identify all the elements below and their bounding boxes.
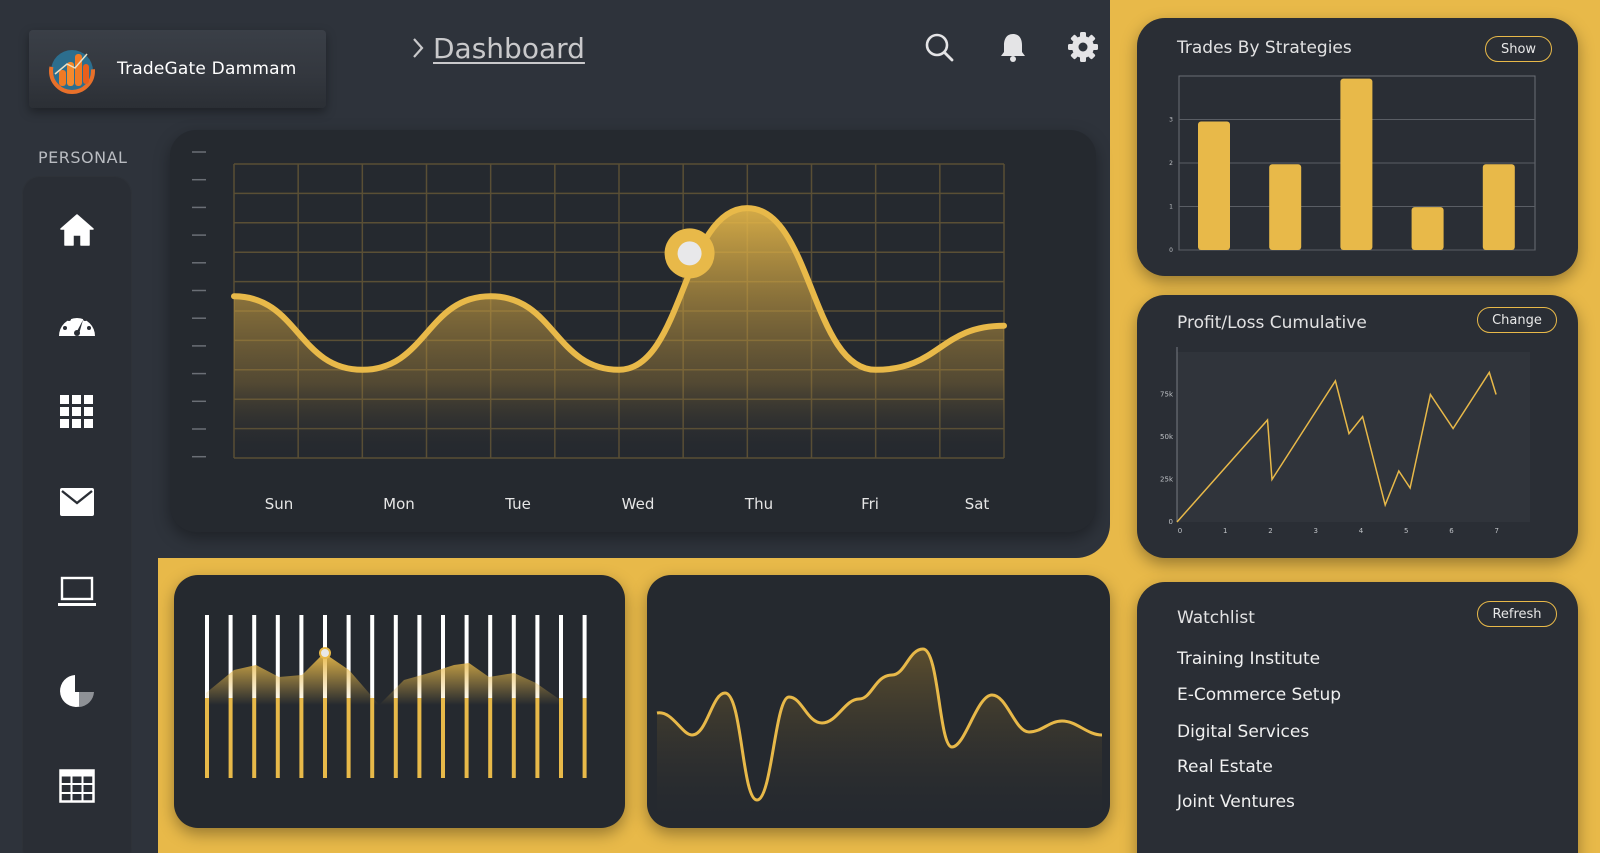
x-tick-label: 3 [1314, 527, 1318, 535]
x-axis-label: Mon [383, 495, 415, 513]
trades-card-title: Trades By Strategies [1177, 38, 1352, 58]
y-tick-label: 3 [1169, 117, 1173, 124]
plot-area [1177, 352, 1530, 522]
x-tick-label: 1 [1223, 527, 1227, 535]
x-tick-label: 5 [1404, 527, 1408, 535]
brand-logo-icon [49, 48, 95, 94]
x-tick-label: 4 [1359, 527, 1364, 535]
watchlist-item[interactable]: Real Estate [1177, 757, 1273, 777]
trend-wave-card [647, 575, 1110, 828]
wave-line [656, 647, 1103, 802]
sidebar-item-reports[interactable] [22, 660, 132, 720]
x-axis-label: Thu [744, 495, 774, 513]
sidebar-item-mail[interactable] [22, 472, 132, 532]
y-axis-ticks [192, 151, 206, 458]
y-tick-label: 25k [1160, 476, 1174, 484]
bar[interactable] [1269, 164, 1302, 250]
volume-profile [206, 653, 559, 705]
refresh-button[interactable]: Refresh [1477, 601, 1557, 627]
weekly-area-chart [192, 151, 1007, 459]
table-icon [59, 769, 95, 803]
x-axis-label: Sat [964, 495, 990, 513]
pnl-series-line [1176, 370, 1497, 523]
bar[interactable] [1198, 121, 1230, 251]
x-axis-label: Sun [264, 495, 294, 513]
x-axis-label: Fri [861, 495, 879, 513]
x-tick-label: 6 [1449, 527, 1454, 535]
trades-bar-chart: 0 1 2 3 [1169, 75, 1536, 254]
search-icon[interactable] [922, 30, 956, 64]
volume-strip-card [174, 575, 625, 828]
y-tick-label: 0 [1169, 247, 1173, 254]
mail-icon [60, 488, 94, 516]
bar[interactable] [1411, 207, 1444, 250]
trades-by-strategies-card: Trades By Strategies Show 0 1 2 3 [1137, 18, 1578, 276]
area-fill [234, 208, 1004, 458]
x-axis-label: Tue [505, 495, 531, 513]
pnl-card-title: Profit/Loss Cumulative [1177, 313, 1367, 333]
highlight-marker[interactable] [664, 228, 715, 279]
pie-chart-icon [60, 675, 94, 707]
brand-header[interactable]: TradeGate Dammam [29, 30, 326, 108]
brand-name: TradeGate Dammam [117, 59, 297, 79]
bell-icon[interactable] [996, 30, 1030, 64]
profit-loss-card: Profit/Loss Cumulative Change 0 1 2 3 4 5 6 7 0 2… [1137, 295, 1578, 558]
series-line [231, 205, 1007, 373]
pnl-line-chart: 0 1 2 3 4 5 6 7 0 25k 50k 75k [1160, 347, 1530, 535]
bar[interactable] [1340, 78, 1373, 250]
marker-dot[interactable] [677, 241, 702, 266]
apps-grid-icon [60, 395, 93, 428]
breadcrumb: Dashboard [411, 28, 585, 68]
wave-area [657, 649, 1102, 815]
trend-wave-chart [656, 647, 1103, 815]
weekly-activity-chart [170, 130, 1096, 532]
speedometer-icon [59, 313, 95, 336]
y-tick-label: 50k [1160, 433, 1174, 441]
watchlist-item[interactable]: Digital Services [1177, 722, 1310, 742]
sidebar-item-home[interactable] [22, 200, 132, 260]
x-axis-label: Wed [621, 495, 655, 513]
y-tick-label: 75k [1160, 391, 1174, 399]
watchlist-item[interactable]: Joint Ventures [1177, 792, 1295, 812]
x-tick-label: 2 [1268, 527, 1272, 535]
section-label-personal: PERSONAL [38, 148, 128, 167]
chevron-right-icon [413, 38, 424, 58]
sidebar-item-devices[interactable] [22, 562, 132, 622]
change-button[interactable]: Change [1477, 307, 1557, 333]
show-button[interactable]: Show [1485, 36, 1552, 62]
page-title[interactable]: Dashboard [433, 31, 585, 65]
bar[interactable] [1482, 164, 1515, 250]
watchlist-title: Watchlist [1177, 608, 1255, 628]
x-tick-label: 0 [1178, 527, 1182, 535]
y-tick-label: 0 [1169, 518, 1173, 526]
sidebar [22, 176, 132, 853]
watchlist-item[interactable]: Training Institute [1177, 649, 1321, 669]
x-tick-label: 7 [1495, 527, 1499, 535]
sidebar-item-apps[interactable] [22, 382, 132, 442]
watchlist-item[interactable]: E-Commerce Setup [1177, 685, 1342, 705]
watchlist-card: Watchlist Refresh Training Institute E-C… [1137, 582, 1578, 853]
laptop-icon [58, 576, 96, 606]
home-icon [60, 214, 94, 246]
volume-strip-chart [205, 615, 587, 778]
strip-marker[interactable] [319, 647, 331, 659]
y-tick-label: 2 [1169, 160, 1173, 167]
y-tick-label: 1 [1169, 204, 1173, 211]
gear-icon[interactable] [1066, 30, 1100, 64]
sidebar-item-dashboard[interactable] [22, 293, 132, 353]
sidebar-item-table[interactable] [22, 756, 132, 816]
